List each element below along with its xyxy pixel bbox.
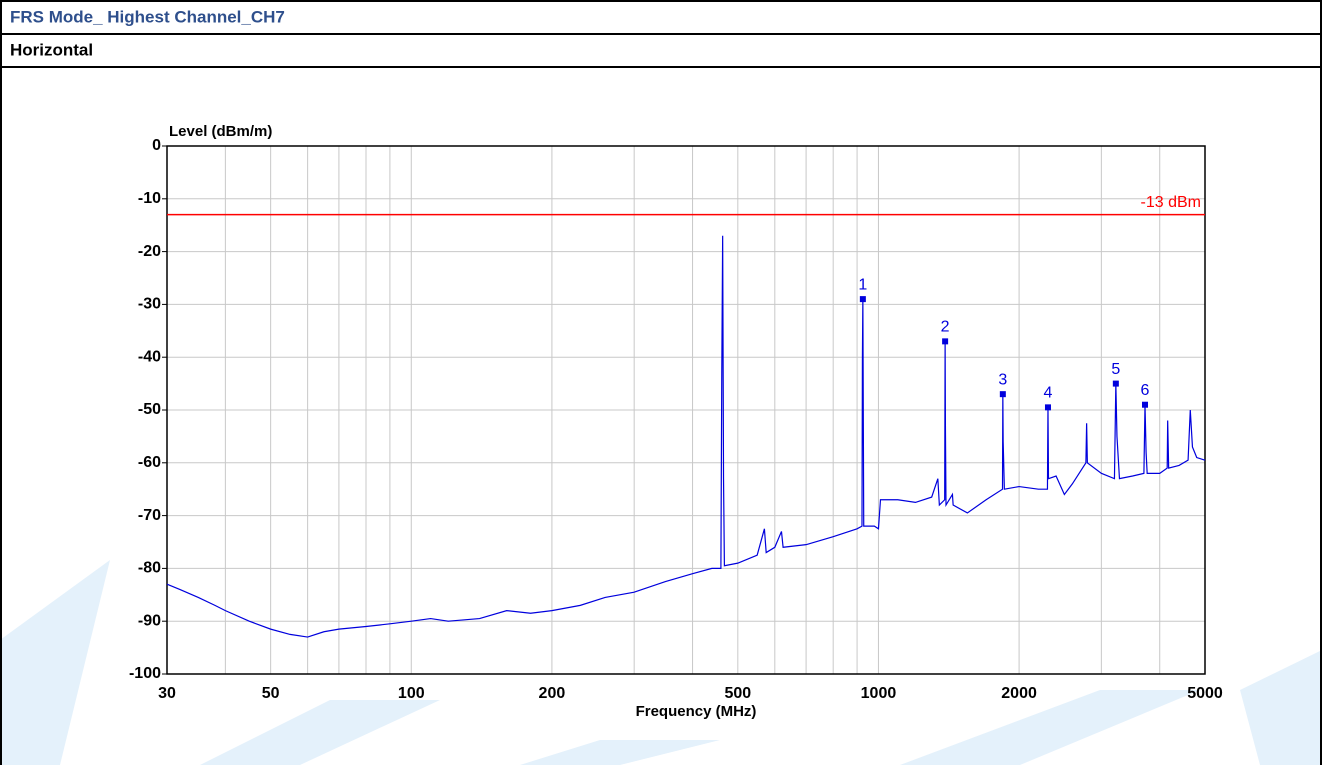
y-tick-label: -100 (129, 665, 161, 682)
marker-label: 3 (998, 371, 1007, 388)
limit-label: -13 dBm (1141, 194, 1201, 211)
x-tick-label: 1000 (861, 685, 897, 702)
x-axis-label: Frequency (MHz) (636, 703, 757, 720)
y-axis-label: Level (dBm/m) (169, 123, 272, 140)
marker-label: 5 (1111, 361, 1120, 378)
y-tick-label: -10 (138, 190, 161, 207)
chart: 30 50 100 200 500 1000 2000 5000 0 -10 -20 -30 -40 -5… (129, 123, 1223, 720)
marker (999, 391, 1006, 398)
y-tick-label: -30 (138, 296, 161, 313)
marker-label: 6 (1141, 382, 1150, 399)
marker-label: 4 (1044, 385, 1053, 402)
x-tick-label: 5000 (1187, 685, 1223, 702)
marker-label: 2 (941, 319, 950, 336)
table-title: FRS Mode_ Highest Channel_CH7 (10, 7, 285, 26)
x-tick-label: 500 (724, 685, 751, 702)
plot-frame (166, 145, 1206, 675)
background-decoration (0, 560, 1322, 765)
y-tick-label: -60 (138, 454, 161, 471)
x-tick-label: 50 (262, 685, 280, 702)
y-tick-label: -90 (138, 612, 161, 629)
marker (1112, 380, 1119, 387)
marker-label: 1 (858, 276, 867, 293)
y-tick-label: -50 (138, 401, 161, 418)
spectrum-line (166, 235, 1206, 638)
y-tick-label: -70 (138, 507, 161, 524)
marker (1044, 404, 1051, 411)
y-tick-label: -40 (138, 348, 161, 365)
x-tick-label: 200 (539, 685, 566, 702)
x-tick-label: 2000 (1001, 685, 1037, 702)
y-tick-label: 0 (152, 137, 161, 154)
marker (942, 338, 949, 345)
table-subtitle: Horizontal (10, 40, 93, 59)
x-tick-label: 100 (398, 685, 425, 702)
y-tick-label: -80 (138, 560, 161, 577)
marker (1142, 401, 1149, 408)
x-tick-label: 30 (158, 685, 176, 702)
y-tick-label: -20 (138, 243, 161, 260)
marker (859, 296, 866, 303)
